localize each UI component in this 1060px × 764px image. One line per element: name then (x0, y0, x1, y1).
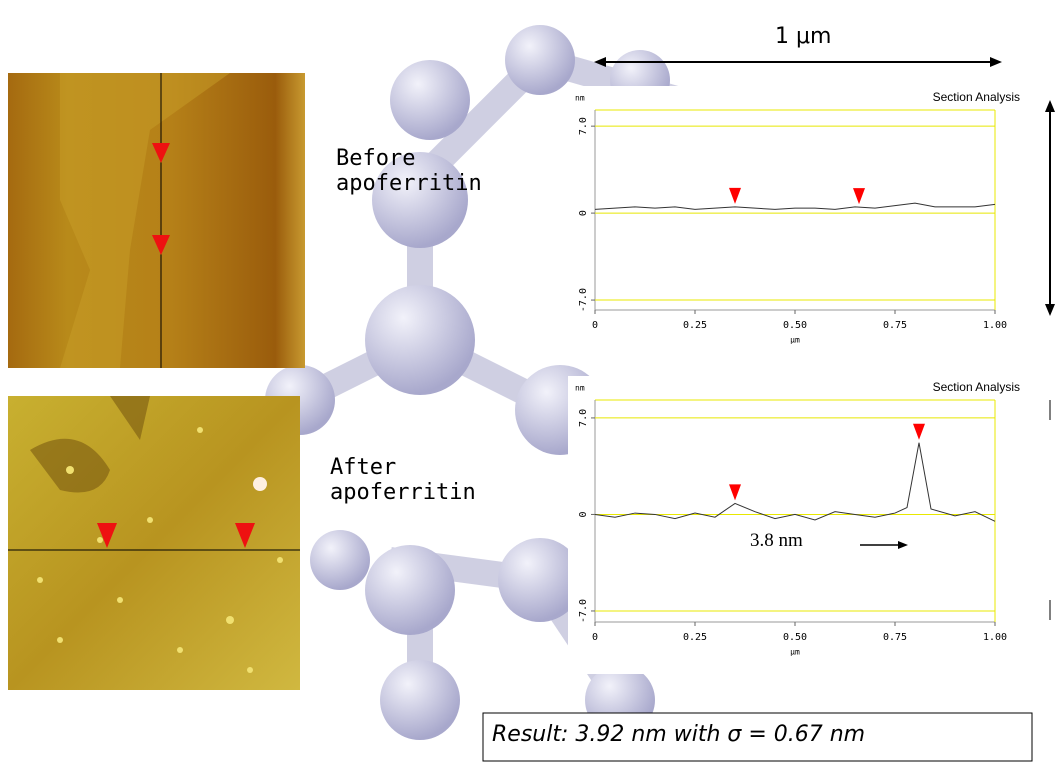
x-tick-label: 0.50 (783, 320, 807, 331)
x-tick-label: 1.00 (983, 320, 1007, 331)
x-tick-label: 0.50 (783, 632, 807, 643)
x-axis-label: μm (790, 336, 800, 345)
x-tick-label: 0.25 (683, 320, 707, 331)
y-unit: nm (575, 94, 585, 103)
y-tick-label: -7.0 (578, 288, 589, 312)
y-tick-label: 7.0 (578, 409, 589, 427)
x-tick-label: 0 (592, 632, 598, 643)
x-tick-label: 1.00 (983, 632, 1007, 643)
x-axis-label: μm (790, 648, 800, 657)
afm-image-after (8, 396, 300, 690)
x-tick-label: 0.25 (683, 632, 707, 643)
y-tick-label: 7.0 (578, 117, 589, 135)
canvas: Section Analysisnmμm7.00-7.000.250.500.7… (0, 0, 1060, 764)
before-label: Before apoferritin (336, 146, 526, 196)
slide: Section Analysisnmμm7.00-7.000.250.500.7… (0, 0, 1060, 764)
chart-title: Section Analysis (933, 380, 1020, 394)
scale-label: 1 μm (775, 24, 831, 49)
peak-label: 3.8 nm (750, 530, 803, 552)
x-tick-label: 0.75 (883, 320, 907, 331)
chart-title: Section Analysis (933, 90, 1020, 104)
chart-panel (568, 376, 1022, 674)
y-unit: nm (575, 384, 585, 393)
x-tick-label: 0.75 (883, 632, 907, 643)
y-tick-label: -7.0 (578, 599, 589, 623)
afm-image-before (8, 73, 305, 368)
y-tick-label: 0 (578, 511, 589, 517)
y-tick-label: 0 (578, 210, 589, 216)
result-text: Result: 3.92 nm with σ = 0.67 nm (492, 722, 865, 747)
x-tick-label: 0 (592, 320, 598, 331)
after-label: After apoferritin (330, 455, 520, 505)
